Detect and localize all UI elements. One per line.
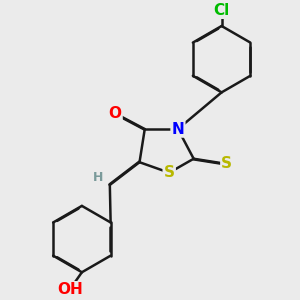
Text: OH: OH xyxy=(57,282,83,297)
Text: N: N xyxy=(172,122,184,136)
Text: O: O xyxy=(109,106,122,121)
Text: Cl: Cl xyxy=(214,3,230,18)
Text: S: S xyxy=(221,157,232,172)
Text: S: S xyxy=(164,165,175,180)
Text: H: H xyxy=(92,171,103,184)
